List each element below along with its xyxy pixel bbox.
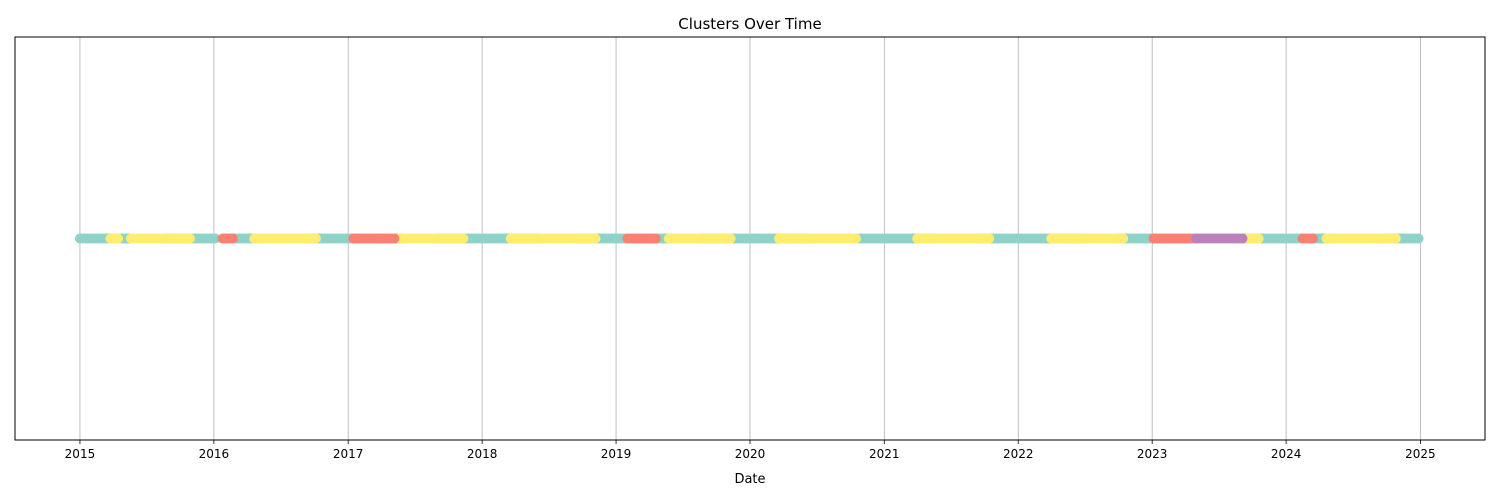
x-tick-label-2018: 2018 — [467, 447, 498, 461]
x-tick-label-2017: 2017 — [333, 447, 364, 461]
series-purple-points — [1191, 233, 1248, 244]
x-tick-label-2025: 2025 — [1405, 447, 1436, 461]
data-point — [310, 233, 321, 244]
data-point — [984, 233, 995, 244]
x-tick-label-2020: 2020 — [735, 447, 766, 461]
x-tick-label-2022: 2022 — [1003, 447, 1034, 461]
x-axis-ticks: 2015 2016 2017 2018 2019 2020 2021 2022 2023 2024… — [65, 440, 1436, 461]
data-point — [185, 233, 196, 244]
x-tick-label-2023: 2023 — [1137, 447, 1168, 461]
x-tick-label-2021: 2021 — [869, 447, 900, 461]
data-point — [1118, 233, 1129, 244]
data-point — [458, 233, 469, 244]
x-tick-label-2016: 2016 — [199, 447, 230, 461]
data-points — [74, 233, 1424, 244]
data-point — [227, 233, 238, 244]
x-axis-label: Date — [734, 472, 765, 487]
data-point — [650, 233, 661, 244]
x-tick-label-2015: 2015 — [65, 447, 96, 461]
data-point — [1307, 233, 1318, 244]
data-point — [1237, 233, 1248, 244]
x-tick-label-2024: 2024 — [1271, 447, 1302, 461]
data-point — [851, 233, 862, 244]
chart-title: Clusters Over Time — [678, 15, 821, 33]
data-point — [389, 233, 400, 244]
data-point — [725, 233, 736, 244]
x-tick-label-2019: 2019 — [601, 447, 632, 461]
data-point — [1253, 233, 1264, 244]
series-yellow-points — [105, 233, 1401, 244]
data-point — [1413, 233, 1424, 244]
data-point — [590, 233, 601, 244]
data-point — [1390, 233, 1401, 244]
data-point — [113, 233, 124, 244]
data-point — [210, 233, 221, 244]
